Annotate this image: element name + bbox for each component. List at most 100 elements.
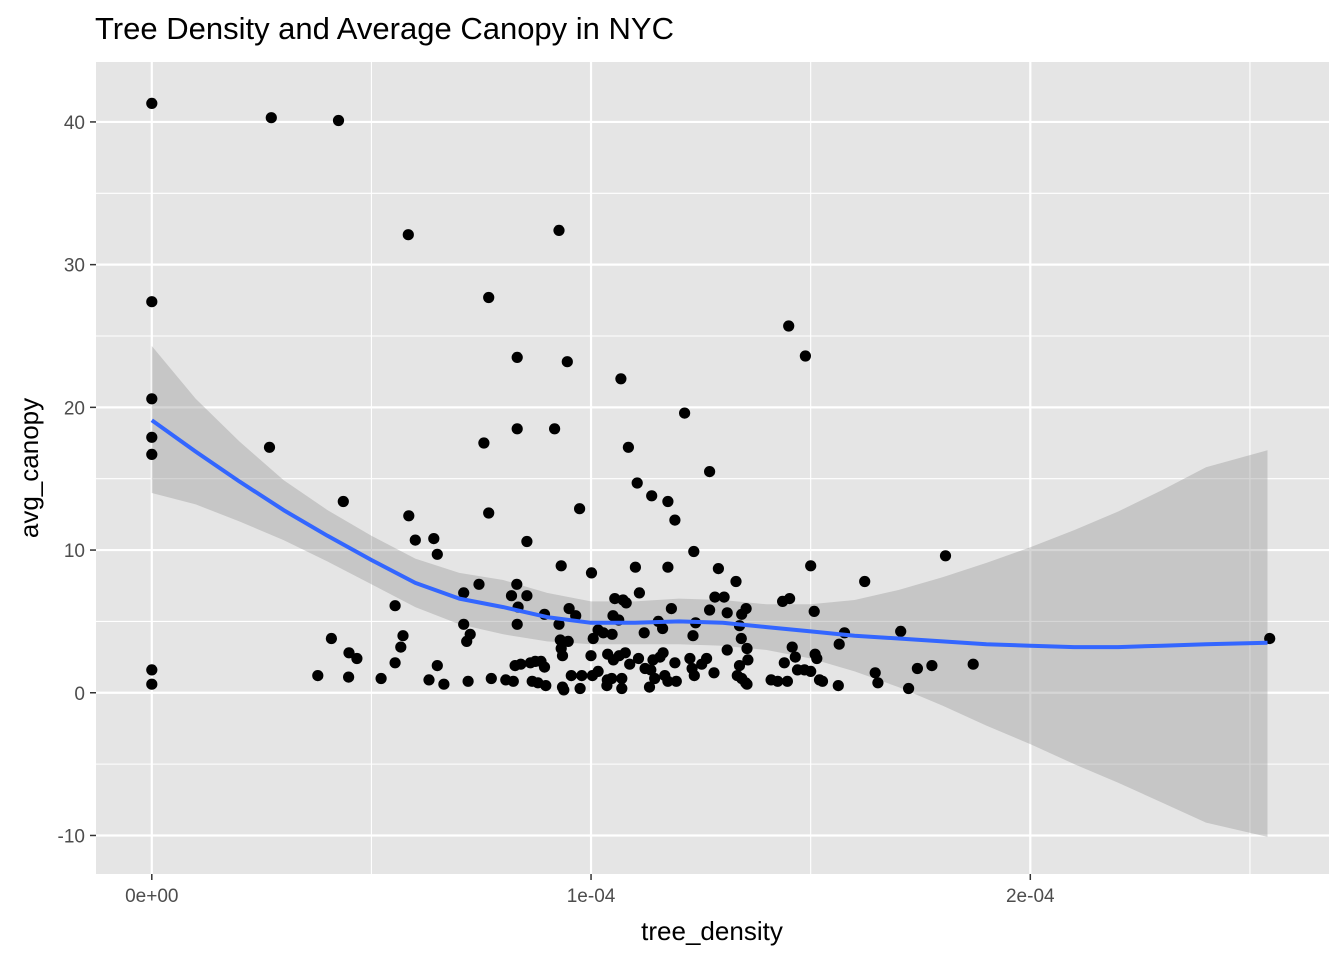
data-point	[409, 534, 421, 546]
data-point	[781, 675, 794, 687]
confidence-band-area	[151, 346, 1268, 837]
data-point	[337, 495, 349, 508]
data-point	[631, 477, 643, 489]
data-point	[895, 625, 907, 638]
data-point	[585, 650, 597, 662]
data-point	[939, 550, 952, 562]
x-tick-label: 2e-04	[1006, 886, 1055, 907]
data-point	[478, 437, 490, 449]
y-axis-title: avg_canopy	[14, 398, 44, 538]
data-point	[438, 678, 450, 690]
data-point	[688, 670, 700, 682]
x-tick-label: 0e+00	[125, 886, 178, 907]
data-point	[645, 664, 657, 676]
data-point	[423, 674, 435, 686]
data-point	[343, 647, 355, 659]
data-point	[709, 591, 721, 603]
data-point	[511, 351, 523, 363]
data-point	[712, 563, 725, 575]
data-point	[609, 593, 621, 605]
data-point	[832, 680, 844, 692]
data-point	[721, 607, 733, 619]
data-point	[521, 590, 533, 602]
data-point	[146, 296, 158, 308]
y-tick-label: 30	[64, 256, 85, 277]
data-point	[688, 545, 700, 558]
data-point	[146, 448, 158, 460]
data-point	[684, 652, 696, 665]
data-point	[657, 622, 669, 635]
data-point	[146, 97, 158, 109]
data-point	[805, 665, 817, 678]
data-point	[395, 641, 407, 653]
data-point	[428, 533, 440, 545]
data-point	[679, 407, 691, 419]
data-point	[784, 593, 796, 605]
data-point	[616, 682, 628, 695]
data-point	[816, 675, 829, 687]
y-tick-label: 40	[64, 113, 85, 134]
y-tick-label: 20	[64, 398, 85, 419]
data-point	[574, 503, 586, 515]
data-point	[662, 561, 674, 573]
data-point	[633, 587, 646, 599]
data-point	[343, 671, 355, 683]
data-point	[606, 628, 618, 640]
data-point	[332, 114, 345, 127]
data-point	[662, 495, 674, 508]
x-axis-ticks: 0e+00 1e-04 2e-04	[125, 874, 1055, 907]
data-point	[515, 658, 527, 670]
data-point	[721, 644, 733, 656]
data-point	[462, 675, 474, 687]
data-point	[265, 112, 277, 124]
data-point	[146, 431, 158, 443]
data-point	[325, 632, 337, 645]
major-gridlines	[96, 62, 1329, 874]
data-point	[555, 560, 567, 572]
data-point	[458, 618, 470, 630]
data-point	[657, 647, 669, 659]
data-point	[735, 632, 747, 645]
data-point	[375, 672, 387, 685]
data-point	[587, 632, 599, 645]
x-axis-title: tree_density	[641, 916, 783, 946]
data-point	[312, 670, 324, 682]
data-point	[597, 627, 609, 639]
data-point	[549, 423, 561, 435]
data-point	[574, 682, 586, 695]
data-point	[511, 423, 523, 435]
data-point	[563, 603, 575, 615]
data-point	[146, 678, 158, 690]
data-point	[473, 578, 485, 590]
y-axis-ticks: -10 0 10 20 30 40	[58, 113, 96, 847]
data-point	[521, 535, 533, 548]
data-point	[397, 630, 409, 642]
data-point	[538, 661, 551, 673]
data-point	[926, 660, 938, 672]
data-point	[511, 618, 523, 630]
data-point	[833, 638, 845, 650]
data-point	[483, 291, 495, 304]
data-point	[811, 652, 823, 665]
x-tick-label: 1e-04	[567, 886, 616, 907]
y-tick-label: 0	[74, 684, 85, 705]
data-point	[859, 575, 871, 588]
data-point	[558, 684, 570, 696]
data-point	[670, 675, 682, 687]
data-point	[389, 600, 401, 612]
data-point	[741, 642, 753, 655]
data-point	[511, 578, 523, 590]
data-point	[786, 641, 798, 653]
data-point	[616, 672, 628, 685]
data-point	[505, 590, 518, 602]
data-point	[772, 675, 784, 687]
data-point	[601, 680, 613, 692]
data-point	[669, 657, 681, 669]
data-point	[402, 229, 414, 241]
data-point	[643, 681, 656, 693]
data-point	[967, 658, 979, 670]
data-point	[649, 672, 661, 685]
data-point	[632, 652, 645, 665]
data-point	[540, 680, 552, 692]
